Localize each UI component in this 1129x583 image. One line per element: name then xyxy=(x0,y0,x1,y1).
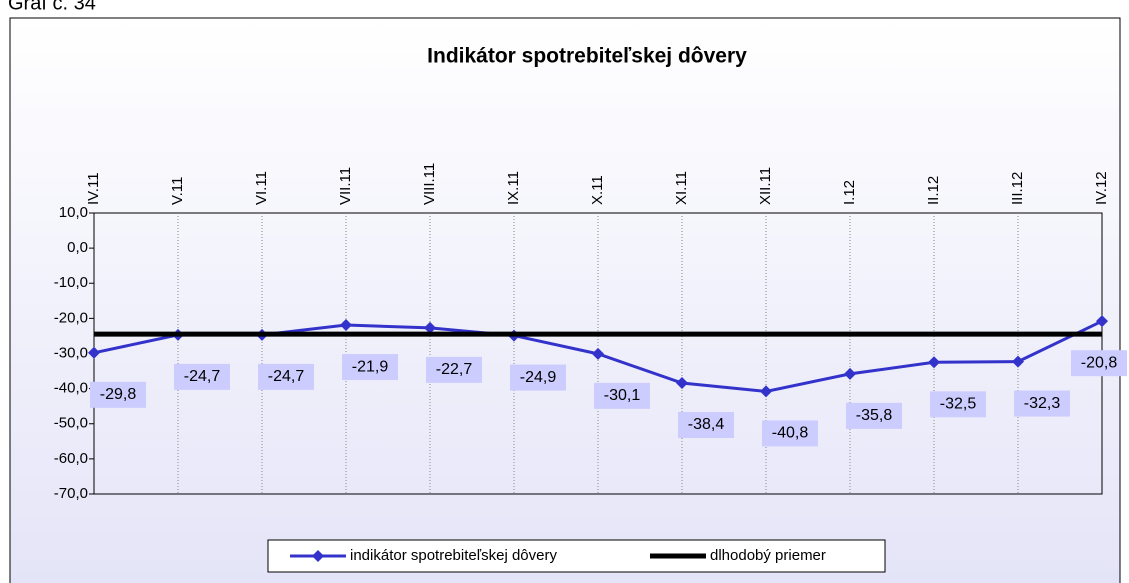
x-tick-label: V.11 xyxy=(169,177,186,205)
y-tick-label: -40,0 xyxy=(54,380,88,397)
x-tick-label: XI.11 xyxy=(673,171,690,205)
y-tick-label: -10,0 xyxy=(54,274,88,291)
y-tick-label: -70,0 xyxy=(54,485,88,502)
x-tick-label: IX.11 xyxy=(505,171,522,205)
data-label-box xyxy=(846,402,902,429)
data-label: -35,8 xyxy=(856,407,893,424)
data-label-box xyxy=(930,391,986,418)
marker xyxy=(928,356,940,369)
legend-label: indikátor spotrebiteľskej dôvery xyxy=(350,547,557,564)
data-label-box xyxy=(174,363,230,390)
data-label: -21,9 xyxy=(352,358,389,375)
data-label-box xyxy=(258,363,314,390)
y-tick-label: 10,0 xyxy=(59,204,88,221)
marker xyxy=(844,367,856,380)
legend-label: dlhodobý priemer xyxy=(710,547,826,564)
marker xyxy=(676,377,688,390)
data-label: -24,9 xyxy=(520,369,557,386)
data-label-box xyxy=(426,356,482,383)
data-label: -40,8 xyxy=(772,425,809,442)
x-tick-label: I.12 xyxy=(841,180,858,205)
marker xyxy=(340,319,352,332)
data-label: -24,7 xyxy=(184,368,221,385)
chart-title: Indikátor spotrebiteľskej dôvery xyxy=(427,45,747,68)
y-tick-label: -20,0 xyxy=(54,309,88,326)
data-label-box xyxy=(510,364,566,391)
x-tick-label: VI.11 xyxy=(253,171,270,205)
data-label: -32,3 xyxy=(1024,395,1061,412)
legend xyxy=(267,539,886,573)
x-tick-label: VIII.11 xyxy=(421,163,438,205)
data-label: -29,8 xyxy=(100,386,137,403)
data-label: -22,7 xyxy=(436,361,473,378)
marker xyxy=(88,346,100,359)
data-label-box xyxy=(762,420,818,447)
marker xyxy=(424,321,436,334)
caption: Graf č. 34 xyxy=(8,0,96,14)
x-tick-label: IV.12 xyxy=(1093,171,1110,205)
x-tick-label: II.12 xyxy=(925,176,942,205)
data-label: -20,8 xyxy=(1081,354,1118,371)
data-label: -30,1 xyxy=(604,387,641,404)
y-tick-label: -50,0 xyxy=(54,415,88,432)
data-label-box xyxy=(1014,390,1070,417)
x-tick-label: XII.11 xyxy=(757,167,774,205)
data-label: -38,4 xyxy=(688,416,725,433)
data-label: -24,7 xyxy=(268,368,305,385)
data-label-box xyxy=(1071,350,1127,377)
x-tick-label: IV.11 xyxy=(85,172,102,205)
x-tick-label: VII.11 xyxy=(337,167,354,205)
marker xyxy=(1096,315,1108,328)
y-tick-label: 0,0 xyxy=(67,239,88,256)
x-tick-label: III.12 xyxy=(1009,172,1026,205)
y-tick-label: -30,0 xyxy=(54,344,88,361)
data-label-box xyxy=(342,354,398,381)
data-label-box xyxy=(594,382,650,409)
legend-marker xyxy=(312,550,324,562)
chart-area xyxy=(9,17,1121,583)
x-tick-label: X.11 xyxy=(589,175,606,205)
marker xyxy=(760,385,772,398)
y-tick-label: -60,0 xyxy=(54,450,88,467)
data-label-box xyxy=(678,412,734,439)
marker xyxy=(1012,355,1024,368)
data-label-box xyxy=(90,381,146,408)
data-label: -32,5 xyxy=(940,396,977,413)
marker xyxy=(592,347,604,360)
